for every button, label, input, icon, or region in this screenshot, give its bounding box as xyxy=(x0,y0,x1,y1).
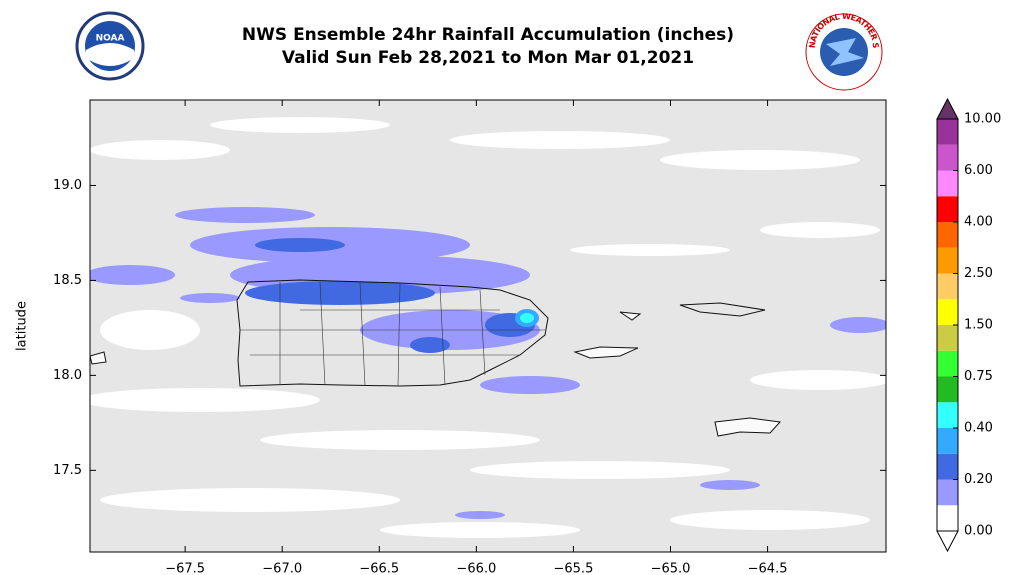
y-tick-label: 18.5 xyxy=(53,273,82,288)
colorbar-tick-label: 1.50 xyxy=(964,318,993,333)
colorbar-segment xyxy=(937,196,958,222)
colorbar-segment xyxy=(937,299,958,325)
colorbar-segment xyxy=(937,247,958,274)
colorbar-tick-label: 0.00 xyxy=(964,524,993,539)
colorbar-tick-label: 4.00 xyxy=(964,215,993,230)
y-axis-label: latitude xyxy=(15,301,30,351)
colorbar-segment xyxy=(937,222,958,248)
x-tick-label: −65.5 xyxy=(554,562,594,575)
colorbar-tick-label: 0.40 xyxy=(964,421,993,436)
chart-subtitle: Valid Sun Feb 28,2021 to Mon Mar 01,2021 xyxy=(282,48,694,68)
map-frame xyxy=(89,99,887,553)
map-field xyxy=(90,100,886,552)
colorbar-tick-label: 2.50 xyxy=(964,266,993,281)
colorbar-tick-label: 0.20 xyxy=(964,472,993,487)
x-tick-label: −64.5 xyxy=(748,562,788,575)
x-tick-label: −66.0 xyxy=(456,562,496,575)
colorbar-segment xyxy=(937,428,958,454)
x-tick-label: −66.5 xyxy=(359,562,399,575)
y-tick-label: 19.0 xyxy=(53,178,82,193)
chart-title: NWS Ensemble 24hr Rainfall Accumulation … xyxy=(242,25,734,45)
noaa-logo: NOAA xyxy=(75,11,145,81)
y-tick-label: 18.0 xyxy=(53,368,82,383)
colorbar-segment xyxy=(937,273,958,300)
colorbar-tick-label: 10.00 xyxy=(964,112,1001,127)
x-tick-label: −67.5 xyxy=(165,562,205,575)
y-tick-label: 17.5 xyxy=(53,463,82,478)
x-tick-label: −67.0 xyxy=(262,562,302,575)
colorbar-segment xyxy=(937,376,958,403)
colorbar-extend-min xyxy=(936,530,959,553)
colorbar-segment xyxy=(937,402,958,428)
colorbar-segment xyxy=(937,453,958,480)
noaa-logo-text: NOAA xyxy=(96,34,125,44)
colorbar-segment xyxy=(937,505,958,531)
colorbar-segment xyxy=(937,170,958,197)
colorbar-tick-label: 0.75 xyxy=(964,369,993,384)
x-tick-label: −65.0 xyxy=(651,562,691,575)
colorbar-segment xyxy=(937,350,958,377)
colorbar-extend-max xyxy=(936,97,959,120)
colorbar-tick-label: 6.00 xyxy=(964,163,993,178)
colorbar-segment xyxy=(937,479,958,506)
colorbar-segment xyxy=(937,325,958,351)
colorbar-segment xyxy=(937,144,958,171)
colorbar-segment xyxy=(937,119,958,145)
